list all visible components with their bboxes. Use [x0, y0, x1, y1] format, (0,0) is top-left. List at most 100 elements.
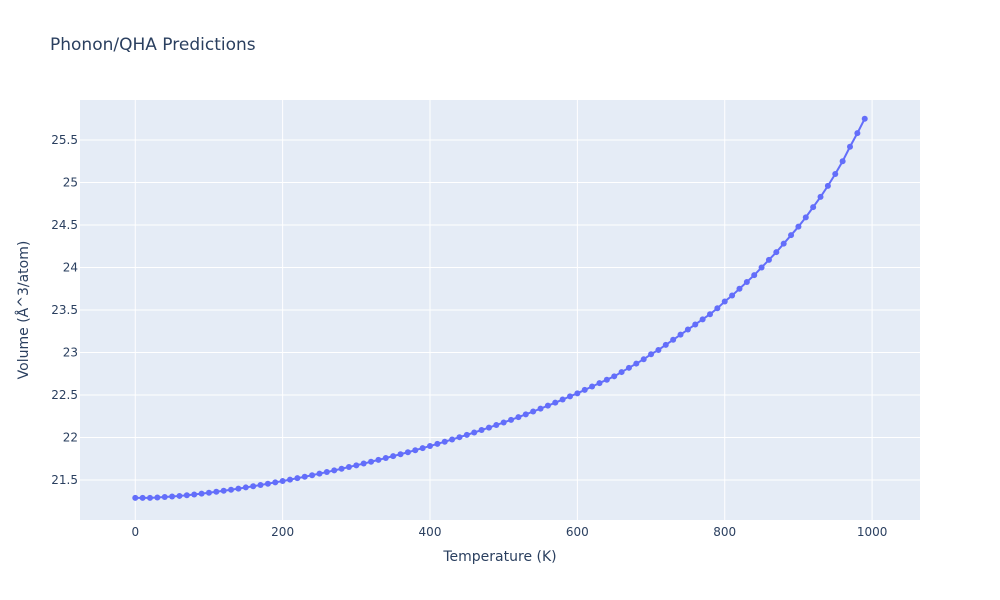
data-point[interactable]	[257, 481, 264, 488]
data-point[interactable]	[574, 390, 581, 397]
data-point[interactable]	[824, 182, 831, 189]
data-point[interactable]	[765, 256, 772, 263]
data-point[interactable]	[449, 436, 456, 443]
data-point[interactable]	[743, 278, 750, 285]
data-point[interactable]	[692, 321, 699, 328]
data-point[interactable]	[559, 396, 566, 403]
data-point[interactable]	[375, 456, 382, 463]
data-point[interactable]	[412, 447, 419, 454]
data-point[interactable]	[169, 493, 176, 500]
data-point[interactable]	[471, 429, 478, 436]
data-point[interactable]	[847, 143, 853, 150]
data-point[interactable]	[758, 264, 765, 271]
data-point[interactable]	[648, 351, 655, 358]
data-point[interactable]	[596, 380, 603, 387]
data-point[interactable]	[338, 465, 345, 472]
data-point[interactable]	[242, 484, 249, 491]
data-point[interactable]	[625, 364, 632, 371]
data-point[interactable]	[456, 434, 463, 441]
data-point[interactable]	[279, 478, 286, 485]
data-point[interactable]	[287, 476, 293, 483]
data-point[interactable]	[228, 486, 235, 493]
data-point[interactable]	[611, 373, 618, 380]
data-point[interactable]	[235, 485, 242, 492]
data-point[interactable]	[662, 341, 669, 348]
data-point[interactable]	[589, 383, 596, 390]
data-point[interactable]	[714, 305, 721, 312]
data-point[interactable]	[183, 492, 190, 499]
data-point[interactable]	[552, 399, 559, 406]
data-point[interactable]	[397, 451, 404, 458]
data-point[interactable]	[751, 272, 758, 279]
data-point[interactable]	[508, 416, 515, 423]
data-point[interactable]	[331, 467, 338, 474]
data-point[interactable]	[522, 411, 529, 418]
data-point[interactable]	[427, 443, 433, 450]
data-point[interactable]	[832, 170, 839, 177]
data-point[interactable]	[368, 458, 375, 465]
data-point[interactable]	[810, 204, 817, 211]
data-point[interactable]	[802, 214, 809, 221]
data-point[interactable]	[441, 438, 448, 445]
data-point[interactable]	[485, 424, 492, 431]
data-point[interactable]	[382, 455, 389, 462]
data-point[interactable]	[301, 473, 308, 480]
data-point[interactable]	[633, 360, 640, 367]
data-point[interactable]	[434, 440, 441, 447]
data-point[interactable]	[478, 427, 485, 434]
data-point[interactable]	[191, 491, 198, 498]
data-point[interactable]	[567, 393, 573, 400]
data-point[interactable]	[390, 453, 397, 460]
data-point[interactable]	[817, 193, 824, 200]
data-point[interactable]	[729, 292, 736, 299]
data-point[interactable]	[213, 488, 220, 495]
data-point[interactable]	[795, 223, 802, 230]
data-point[interactable]	[345, 464, 352, 471]
data-point[interactable]	[537, 405, 544, 412]
data-point[interactable]	[515, 414, 522, 421]
data-point[interactable]	[404, 449, 411, 456]
data-point[interactable]	[294, 475, 301, 482]
data-point[interactable]	[721, 298, 728, 305]
data-point[interactable]	[220, 487, 227, 494]
data-point[interactable]	[655, 346, 662, 353]
data-point[interactable]	[250, 483, 257, 490]
data-point[interactable]	[176, 492, 183, 499]
data-point[interactable]	[780, 240, 787, 247]
data-point[interactable]	[154, 494, 161, 501]
data-point[interactable]	[272, 479, 279, 486]
data-point[interactable]	[309, 472, 316, 479]
data-point[interactable]	[618, 369, 625, 376]
data-point[interactable]	[544, 402, 551, 409]
data-point[interactable]	[603, 376, 610, 383]
data-point[interactable]	[788, 232, 795, 239]
data-point[interactable]	[463, 431, 470, 438]
data-point[interactable]	[500, 419, 507, 426]
data-point[interactable]	[773, 249, 780, 256]
data-point[interactable]	[699, 316, 706, 323]
data-point[interactable]	[316, 470, 323, 477]
data-point[interactable]	[707, 311, 713, 318]
data-point[interactable]	[736, 285, 743, 292]
data-point[interactable]	[684, 326, 691, 333]
data-point[interactable]	[147, 494, 153, 501]
data-point[interactable]	[264, 480, 271, 487]
data-point[interactable]	[161, 494, 168, 501]
data-point[interactable]	[198, 490, 205, 497]
data-point[interactable]	[323, 469, 330, 476]
data-point[interactable]	[640, 356, 647, 363]
data-point[interactable]	[581, 386, 588, 393]
data-point[interactable]	[854, 130, 861, 137]
data-point[interactable]	[839, 158, 846, 165]
data-point[interactable]	[360, 460, 367, 467]
data-point[interactable]	[530, 408, 537, 415]
data-point[interactable]	[677, 331, 684, 338]
data-point[interactable]	[132, 494, 139, 501]
data-point[interactable]	[861, 115, 868, 122]
data-point[interactable]	[419, 445, 426, 452]
data-point[interactable]	[205, 489, 212, 496]
data-point[interactable]	[493, 422, 500, 429]
data-point[interactable]	[139, 494, 146, 501]
data-point[interactable]	[353, 462, 360, 469]
data-point[interactable]	[670, 336, 677, 343]
